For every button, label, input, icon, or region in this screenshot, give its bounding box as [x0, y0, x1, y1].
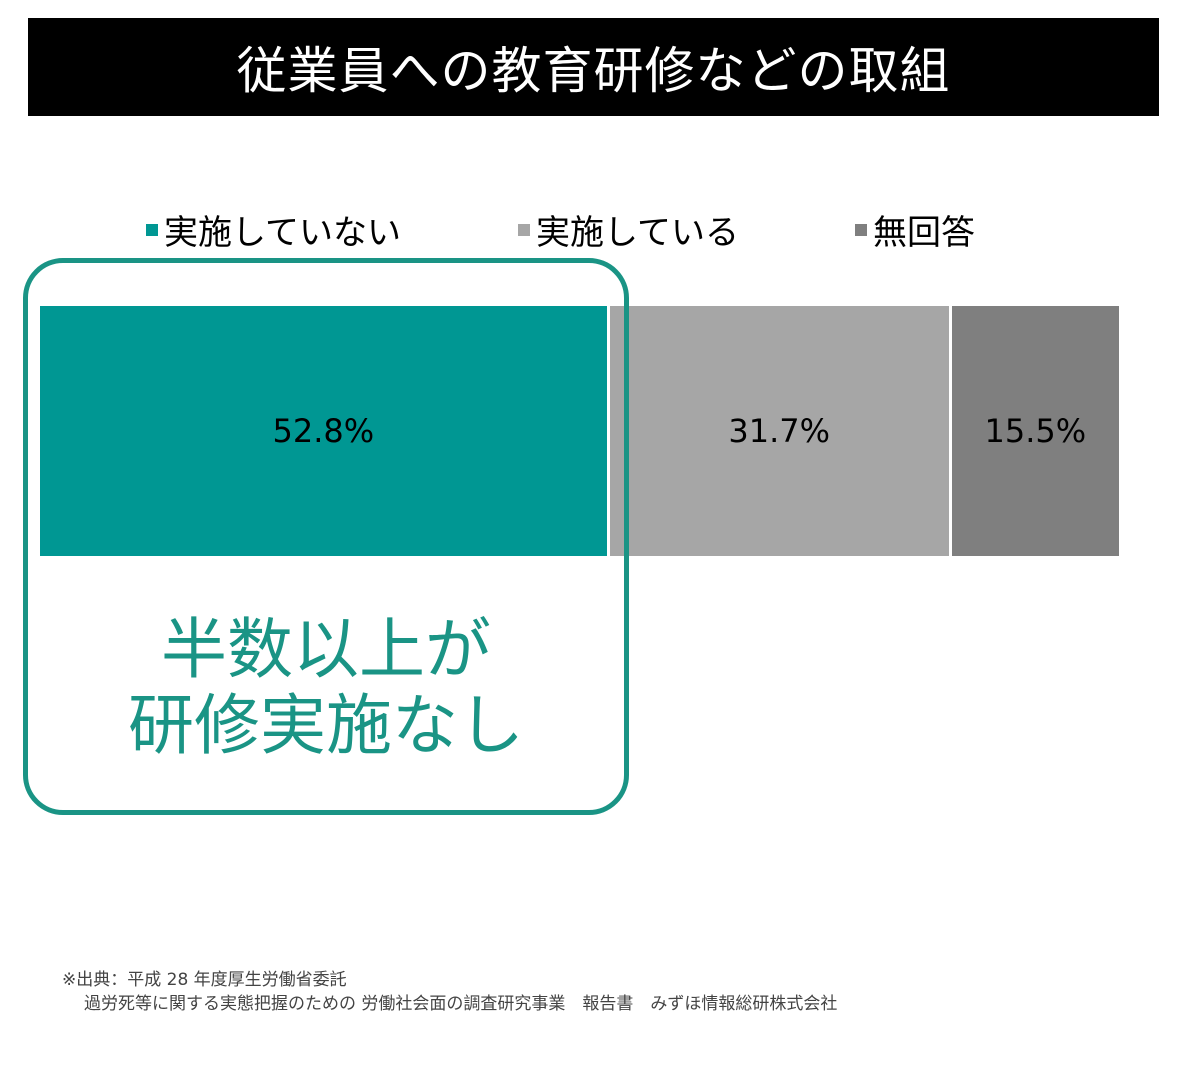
bar-segment-not-implemented: 52.8%: [40, 306, 610, 556]
legend-swatch-icon: [518, 223, 530, 236]
legend-swatch-icon: [146, 223, 158, 236]
legend-label: 実施していない: [164, 213, 401, 253]
callout-box: [23, 258, 629, 815]
chart-title: 従業員への教育研修などの取組: [236, 42, 951, 100]
callout-text: 半数以上が 研修実施なし: [23, 612, 629, 764]
legend-label: 無回答: [873, 213, 975, 253]
source-line-2: 過労死等に関する実態把握のための 労働社会面の調査研究事業 報告書 みずほ情報総…: [84, 994, 838, 1014]
legend: 実施していない 実施している 無回答: [0, 205, 1200, 255]
legend-item-implemented: 実施している: [518, 205, 739, 254]
callout-line-2: 研修実施なし: [128, 687, 524, 764]
source-note: ※出典：平成 28 年度厚生労働省委託 過労死等に関する実態把握のための 労働社…: [62, 968, 837, 1016]
legend-item-not-implemented: 実施していない: [146, 205, 401, 254]
stacked-bar: 52.8% 31.7% 15.5%: [40, 306, 1119, 556]
bar-value-label: 52.8%: [272, 412, 375, 450]
source-line-1: ※出典：平成 28 年度厚生労働省委託: [62, 970, 347, 990]
callout-line-1: 半数以上が: [161, 611, 491, 688]
legend-item-no-answer: 無回答: [855, 205, 975, 254]
bar-value-label: 31.7%: [728, 412, 831, 450]
bar-segment-implemented: 31.7%: [609, 306, 952, 556]
title-bar: 従業員への教育研修などの取組: [28, 18, 1159, 116]
bar-value-label: 15.5%: [984, 412, 1087, 450]
bar-segment-no-answer: 15.5%: [951, 306, 1119, 556]
legend-label: 実施している: [536, 213, 739, 253]
legend-swatch-icon: [855, 223, 867, 236]
